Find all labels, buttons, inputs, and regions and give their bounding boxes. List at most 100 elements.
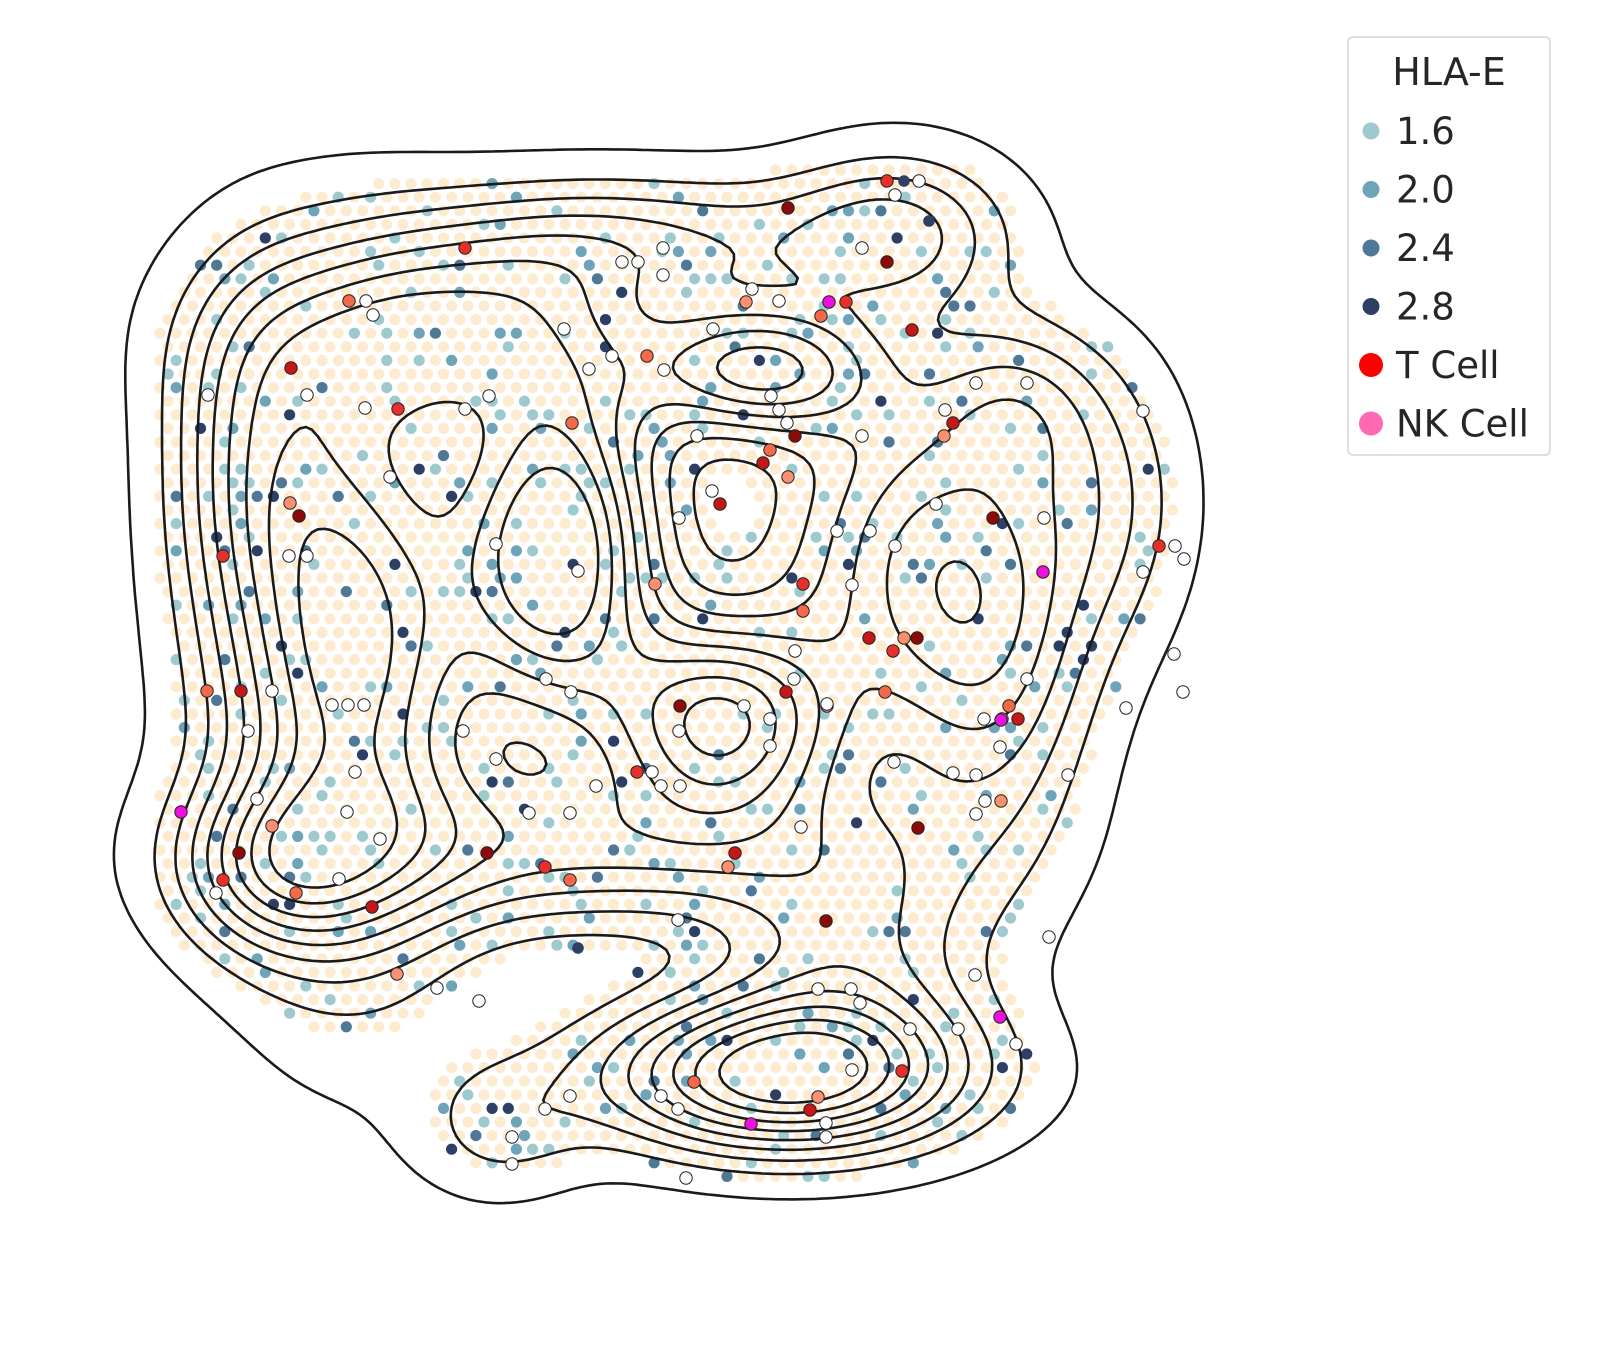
- hla-e-spot: [794, 1048, 806, 1060]
- tissue-spot: [932, 654, 944, 666]
- tissue-spot: [551, 694, 563, 707]
- tissue-spot: [243, 286, 255, 298]
- tissue-spot: [737, 790, 749, 802]
- tissue-spot: [178, 395, 190, 407]
- tissue-spot: [1102, 694, 1114, 707]
- tissue-spot: [875, 858, 887, 870]
- t-cell-marker: [739, 295, 753, 309]
- tissue-spot: [948, 871, 960, 883]
- other-cell-marker: [582, 362, 596, 376]
- tissue-spot: [745, 776, 757, 788]
- tissue-spot: [867, 735, 879, 747]
- tissue-spot: [470, 803, 482, 815]
- other-cell-marker: [888, 539, 902, 553]
- tissue-spot: [624, 300, 636, 312]
- tissue-spot: [316, 518, 328, 530]
- tissue-spot: [535, 640, 547, 652]
- tissue-spot: [915, 898, 928, 911]
- tissue-spot: [365, 626, 377, 639]
- tissue-spot: [599, 722, 612, 734]
- tissue-spot: [713, 912, 725, 924]
- tissue-spot: [454, 314, 466, 326]
- tissue-spot: [365, 518, 377, 530]
- tissue-spot: [1061, 463, 1073, 475]
- tissue-spot: [437, 314, 450, 326]
- tissue-spot: [842, 885, 855, 897]
- tissue-spot: [875, 232, 887, 244]
- tissue-spot: [284, 626, 296, 639]
- tissue-spot: [356, 368, 369, 380]
- tissue-spot: [332, 735, 344, 747]
- tissue-spot: [308, 858, 320, 870]
- tissue-spot: [591, 1089, 604, 1101]
- tissue-spot: [486, 232, 498, 244]
- tissue-spot: [988, 885, 1000, 897]
- tissue-spot: [381, 980, 393, 992]
- tissue-spot: [680, 205, 693, 217]
- tissue-spot: [608, 218, 620, 230]
- tissue-spot: [478, 735, 490, 747]
- tissue-spot: [632, 722, 644, 734]
- tissue-spot: [486, 1048, 498, 1060]
- tissue-spot: [421, 694, 433, 707]
- tissue-spot: [235, 218, 247, 230]
- tissue-spot: [446, 300, 458, 312]
- hla-e-spot: [510, 545, 522, 557]
- tissue-spot: [259, 749, 271, 761]
- tissue-spot: [988, 966, 1000, 979]
- tissue-spot: [599, 830, 612, 843]
- hla-e-spot: [462, 1089, 474, 1101]
- tissue-spot: [429, 300, 441, 312]
- tissue-spot: [802, 300, 814, 312]
- hla-e-spot: [770, 1089, 782, 1101]
- tissue-spot: [567, 259, 579, 271]
- tissue-spot: [786, 1034, 798, 1046]
- tissue-spot: [243, 749, 255, 761]
- tissue-spot: [154, 463, 166, 475]
- tissue-spot: [818, 871, 830, 883]
- hla-e-spot: [818, 490, 830, 502]
- tissue-spot: [1053, 477, 1065, 489]
- tissue-spot: [527, 300, 539, 312]
- hla-e-spot: [203, 762, 215, 775]
- tissue-spot: [583, 341, 595, 353]
- hla-e-spot: [826, 422, 838, 434]
- tissue-spot: [559, 545, 571, 557]
- tissue-spot: [591, 382, 604, 394]
- tissue-spot: [486, 694, 498, 707]
- tissue-spot: [389, 1021, 401, 1033]
- tissue-spot: [267, 626, 279, 639]
- tissue-spot: [267, 518, 279, 530]
- t-cell-marker: [897, 631, 911, 645]
- tissue-spot: [648, 667, 660, 679]
- tissue-spot: [373, 341, 385, 353]
- hla-e-spot: [1021, 1048, 1033, 1060]
- hla-e-spot: [1142, 463, 1154, 475]
- other-cell-marker: [472, 994, 486, 1008]
- tissue-spot: [988, 232, 1000, 244]
- tissue-spot: [810, 286, 822, 298]
- tissue-spot: [956, 667, 968, 679]
- tissue-spot: [1004, 341, 1017, 353]
- tissue-spot: [778, 776, 790, 788]
- tissue-spot: [381, 490, 393, 502]
- tissue-spot: [956, 531, 968, 543]
- tissue-spot: [608, 463, 620, 475]
- tissue-spot: [470, 1157, 482, 1169]
- tissue-spot: [348, 463, 360, 475]
- tissue-spot: [462, 1116, 474, 1128]
- tissue-spot: [308, 966, 320, 979]
- hla-e-spot: [292, 803, 304, 815]
- hla-e-spot: [923, 558, 936, 571]
- tissue-spot: [648, 640, 660, 652]
- tissue-spot: [356, 722, 369, 734]
- tissue-spot: [697, 368, 709, 380]
- tissue-spot: [494, 599, 506, 611]
- tissue-spot: [397, 327, 409, 339]
- tissue-spot: [259, 586, 271, 598]
- hla-e-spot: [640, 898, 652, 911]
- tissue-spot: [705, 218, 717, 230]
- tissue-spot: [308, 259, 320, 271]
- tissue-spot: [1013, 327, 1025, 339]
- tissue-spot: [672, 490, 685, 502]
